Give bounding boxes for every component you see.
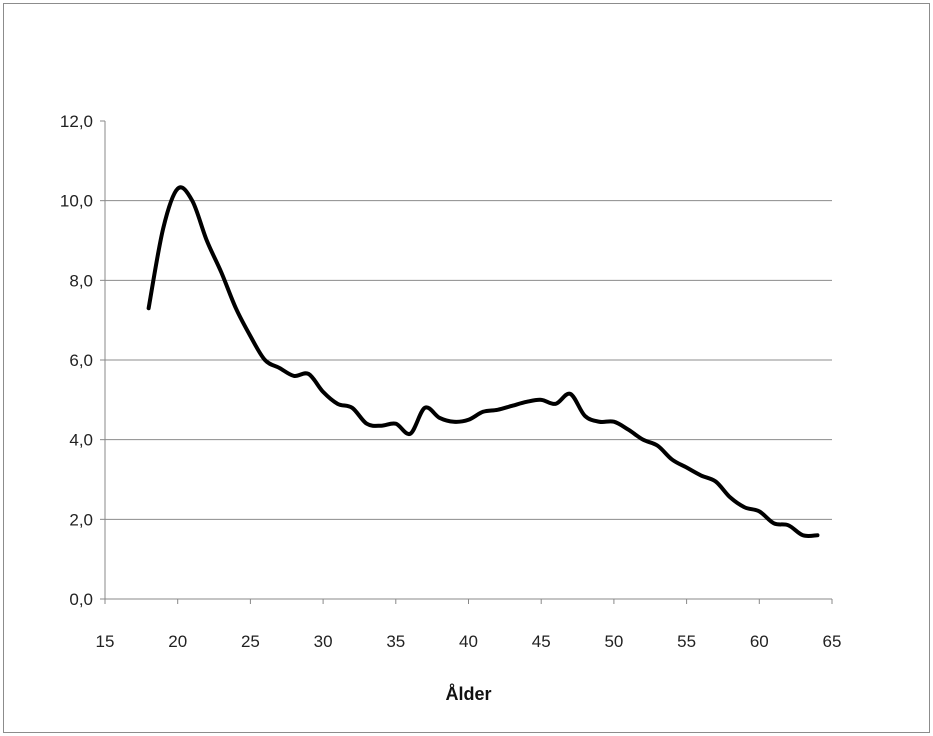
series-line (146, 185, 820, 538)
x-tick-label: 40 (459, 632, 478, 651)
y-tick-label: 2,0 (69, 510, 93, 529)
chart-frame (3, 3, 930, 733)
series-group (146, 185, 820, 538)
x-tick-label: 45 (532, 632, 551, 651)
x-axis-title: Ålder (445, 684, 491, 704)
gridlines (105, 200, 832, 520)
y-axis-ticks: 0,0 2,0 4,0 6,0 8,0 10,0 12,0 (60, 112, 105, 609)
x-tick-label: 50 (604, 632, 623, 651)
y-tick-label: 0,0 (69, 590, 93, 609)
y-tick-label: 10,0 (60, 192, 93, 211)
x-tick-label: 15 (96, 632, 115, 651)
y-tick-label: 12,0 (60, 112, 93, 131)
x-tick-label: 25 (241, 632, 260, 651)
x-tick-label: 35 (386, 632, 405, 651)
x-tick-label: 20 (168, 632, 187, 651)
x-tick-label: 30 (314, 632, 333, 651)
x-tick-label: 60 (750, 632, 769, 651)
x-tick-label: 55 (677, 632, 696, 651)
y-tick-label: 8,0 (69, 271, 93, 290)
x-axis-ticks: 15 20 25 30 35 40 45 50 55 60 65 (96, 599, 842, 651)
y-tick-label: 6,0 (69, 351, 93, 370)
x-tick-label: 65 (823, 632, 842, 651)
y-tick-label: 4,0 (69, 431, 93, 450)
